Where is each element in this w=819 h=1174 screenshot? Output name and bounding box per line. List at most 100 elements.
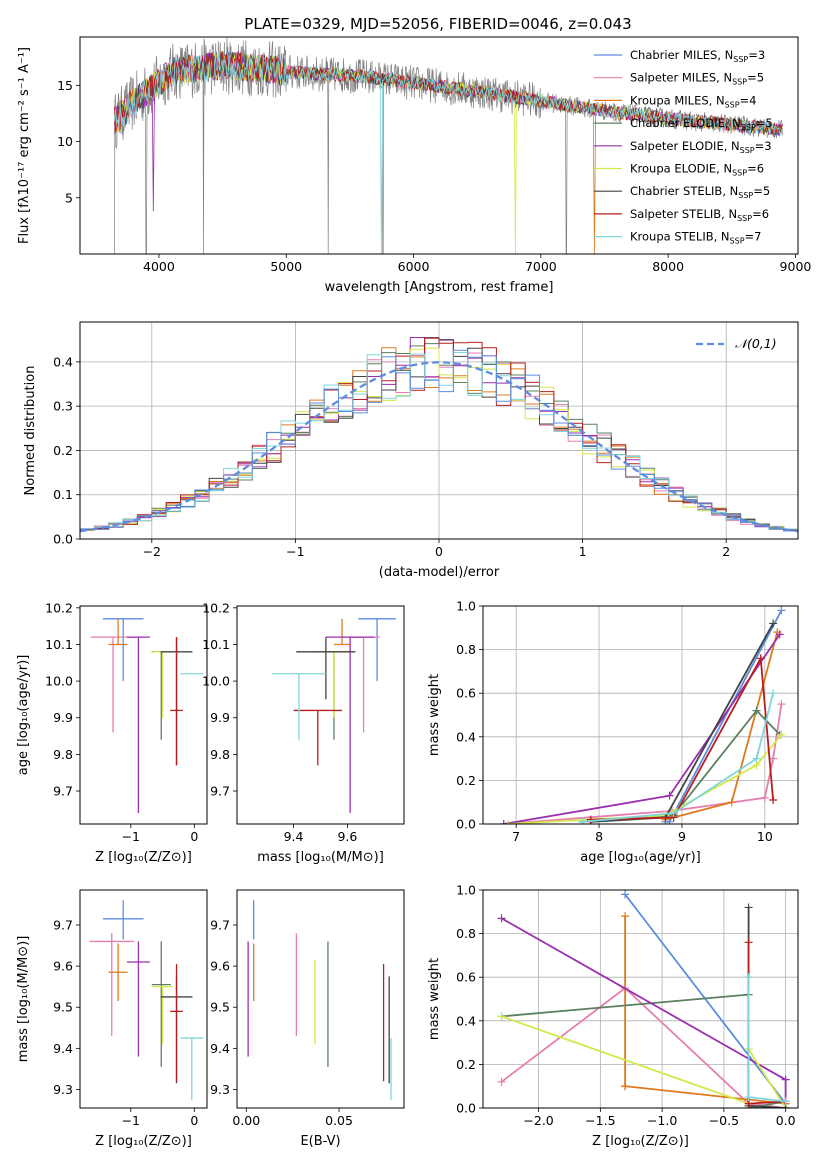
y-tick-label: 0.0 — [456, 817, 476, 832]
y-tick-label: 0.0 — [456, 1101, 476, 1116]
residuals-frame — [79, 321, 799, 540]
weight-line-5 — [507, 734, 783, 824]
y-tick-label: 0.4 — [456, 729, 476, 744]
x-tick-label: 6000 — [398, 259, 430, 274]
age_vs_mass-frame — [236, 605, 405, 825]
legend-label: Chabrier MILES, NSSP=3 — [630, 48, 765, 64]
legend-label: Chabrier ELODIE, NSSP=5 — [630, 116, 773, 132]
weight-line-1 — [500, 986, 786, 1108]
x-tick-label: 8 — [595, 829, 603, 844]
weight-marker — [760, 793, 769, 802]
spectrum-legend: Chabrier MILES, NSSP=3 Salpeter MILES, NS… — [594, 48, 773, 246]
x-tick-label: 9.6 — [337, 829, 357, 844]
weight-marker — [497, 1012, 506, 1021]
y-tick-label: 10.0 — [202, 674, 230, 689]
weight-marker — [744, 938, 753, 947]
y-tick-label: 9.9 — [53, 710, 73, 725]
weight-marker — [665, 791, 674, 800]
age_vs_mass-axes: 9.4 9.6 9.7 9.8 9.9 10.0 10.1 10.2 mass [log₁₀(M… — [202, 600, 384, 865]
age_vs_Z-frame — [79, 605, 208, 825]
residuals-ylabel: Normed distribution — [23, 366, 38, 496]
x-tick-label: 0.05 — [325, 1113, 353, 1128]
y-tick-label: 9.3 — [210, 1082, 230, 1097]
y-tick-label: 9.5 — [210, 1000, 230, 1015]
weight-line-8 — [747, 977, 786, 1103]
x-tick-label: 0 — [435, 544, 443, 559]
mass_vs_Z-xlabel: Z [log₁₀(Z/Z⊙)] — [95, 1134, 192, 1149]
residual-histograms — [80, 337, 798, 533]
weight-marker — [769, 796, 778, 805]
mass_vs_Z-axes: −1 0 9.3 9.4 9.5 9.6 9.7 Z [log₁₀(Z/Z⊙)] mass [l… — [16, 917, 198, 1149]
weight-marker — [769, 689, 778, 698]
y-tick-label: 10.2 — [45, 600, 73, 615]
x-tick-label: −1 — [122, 1113, 140, 1128]
weight-line-3 — [501, 993, 786, 1108]
legend-label: Salpeter ELODIE, NSSP=3 — [630, 139, 772, 155]
y-tick-label: 10.1 — [202, 637, 230, 652]
y-tick-label: 9.7 — [210, 784, 230, 799]
y-tick-label: 9.9 — [210, 710, 230, 725]
y-tick-label: 15 — [57, 78, 73, 93]
x-tick-label: 0 — [190, 829, 198, 844]
y-tick-label: 9.8 — [210, 747, 230, 762]
mass_vs_Z-errorbars — [89, 900, 204, 1100]
y-tick-label: 10.2 — [202, 600, 230, 615]
x-tick-label: 5000 — [270, 259, 302, 274]
spectrum-axes: 4000 5000 6000 7000 8000 9000 5 10 15 wavelength … — [17, 47, 811, 295]
age_vs_Z-errorbars — [90, 618, 204, 814]
mass_weight_vs_age-lines — [499, 606, 786, 824]
model-spectrum-7 — [114, 50, 783, 134]
weight-marker — [756, 654, 765, 663]
weight-marker — [744, 1093, 753, 1102]
weight-marker — [781, 1097, 790, 1106]
y-tick-label: 1.0 — [456, 599, 476, 614]
weight-marker — [752, 706, 761, 715]
weight-marker — [497, 914, 506, 923]
age_vs_mass-errorbars — [272, 618, 396, 814]
x-tick-label: 9000 — [780, 259, 812, 274]
spectrum-lines — [114, 37, 783, 254]
x-tick-label: 8000 — [652, 259, 684, 274]
mass_vs_EBV-axes: 0.00 0.05 9.3 9.4 9.5 9.6 9.7 E(B-V) — [210, 917, 353, 1149]
weight-marker — [669, 809, 678, 818]
residuals-xlabel: (data-model)/error — [379, 565, 500, 580]
mass_weight_vs_Z-grid — [483, 889, 798, 1109]
weight-marker — [769, 619, 778, 628]
y-tick-label: 0.4 — [456, 1013, 476, 1028]
histogram-8 — [80, 349, 798, 532]
weight-marker — [777, 606, 786, 615]
x-tick-label: 7 — [512, 829, 520, 844]
mass_vs_EBV-errorbars — [247, 900, 392, 1100]
y-tick-label: 9.7 — [53, 917, 73, 932]
y-tick-label: 10.0 — [45, 674, 73, 689]
y-tick-label: 0.6 — [456, 970, 476, 985]
weight-marker — [752, 754, 761, 763]
y-tick-label: 0.8 — [456, 642, 476, 657]
mass_weight_vs_age-frame — [482, 605, 799, 825]
x-tick-label: −0.5 — [709, 1113, 739, 1128]
x-tick-label: −1.5 — [585, 1113, 615, 1128]
weight-marker — [781, 1075, 790, 1084]
weight-marker — [499, 820, 508, 824]
weight-marker — [769, 754, 778, 763]
y-tick-label: 9.5 — [53, 1000, 73, 1015]
x-tick-label: 9.4 — [284, 829, 304, 844]
weight-marker — [621, 890, 630, 899]
x-tick-label: 10 — [757, 829, 773, 844]
y-tick-label: 9.6 — [53, 959, 73, 974]
y-tick-label: 0.2 — [456, 1057, 476, 1072]
weight-marker — [744, 903, 753, 912]
mass_weight_vs_Z-xlabel: Z [log₁₀(Z/Z⊙)] — [592, 1134, 689, 1149]
x-tick-label: −2 — [143, 544, 161, 559]
mass_vs_Z-frame — [79, 889, 208, 1109]
mass_weight_vs_age-grid — [483, 605, 798, 825]
weight-line-1 — [503, 703, 783, 824]
legend-label: Chabrier STELIB, NSSP=5 — [630, 184, 770, 200]
y-tick-label: 0.2 — [53, 443, 73, 458]
legend-label: Kroupa STELIB, NSSP=7 — [630, 230, 761, 246]
weight-line-7 — [590, 655, 774, 821]
weight-marker — [777, 730, 786, 739]
mass_vs_Z-ylabel: mass [log₁₀(M/M⊙)] — [16, 936, 31, 1063]
y-tick-label: 1.0 — [456, 883, 476, 898]
